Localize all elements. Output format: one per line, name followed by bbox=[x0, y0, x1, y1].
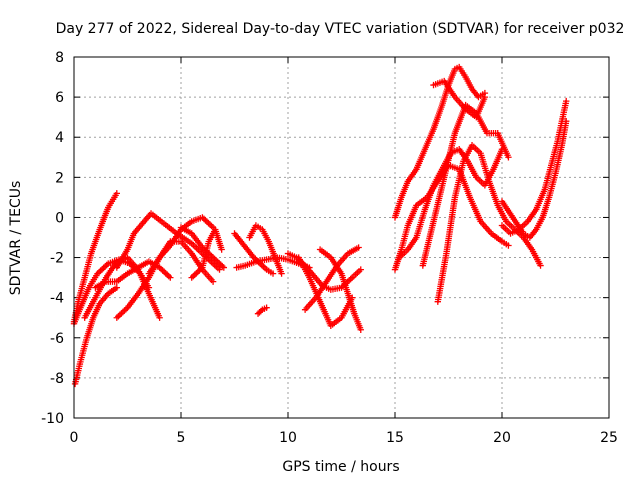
series-s13 bbox=[246, 222, 285, 277]
series-s19 bbox=[391, 63, 489, 221]
y-tick-label: -8 bbox=[50, 371, 64, 387]
plot-frame bbox=[73, 56, 610, 419]
y-axis-label: SDTVAR / TECUs bbox=[8, 181, 24, 296]
x-tick-labels: 0 5 10 15 20 25 bbox=[70, 430, 618, 446]
data-point bbox=[563, 117, 570, 125]
data-point bbox=[505, 242, 512, 249]
x-tick-label: 10 bbox=[279, 430, 297, 446]
series-s18 bbox=[301, 244, 362, 313]
x-tick-label: 0 bbox=[70, 430, 79, 446]
y-tick-label: -4 bbox=[50, 291, 64, 307]
data-point bbox=[355, 244, 362, 251]
series-s14 bbox=[254, 304, 270, 317]
data-point bbox=[113, 284, 120, 291]
data-point bbox=[537, 262, 544, 269]
data-point bbox=[357, 266, 364, 273]
y-tick-label: 6 bbox=[55, 90, 64, 106]
data-point bbox=[278, 270, 285, 277]
y-tick-label: -10 bbox=[41, 411, 64, 427]
y-tick-label: 4 bbox=[55, 130, 64, 146]
y-tick-label: 2 bbox=[55, 170, 64, 186]
y-tick-label: 0 bbox=[55, 210, 64, 226]
y-tick-label: -6 bbox=[50, 331, 64, 347]
data-point bbox=[505, 154, 512, 161]
series-s10 bbox=[188, 226, 225, 281]
data-point bbox=[209, 278, 217, 285]
x-axis-label: GPS time / hours bbox=[282, 459, 399, 475]
data-point bbox=[156, 314, 163, 321]
grid bbox=[74, 57, 609, 418]
data-point bbox=[481, 93, 489, 101]
series-s9 bbox=[177, 224, 227, 271]
data-point bbox=[257, 307, 265, 315]
data-point bbox=[357, 326, 364, 333]
x-tick-label: 25 bbox=[600, 430, 618, 446]
data-point bbox=[498, 146, 506, 153]
series-s16 bbox=[295, 254, 356, 329]
data-point bbox=[269, 270, 277, 277]
x-tick-label: 20 bbox=[493, 430, 511, 446]
series-s23 bbox=[396, 146, 506, 261]
data-point bbox=[263, 304, 270, 311]
data-point bbox=[218, 246, 225, 253]
data-point bbox=[216, 266, 223, 273]
chart-title: Day 277 of 2022, Sidereal Day-to-day VTE… bbox=[56, 21, 625, 37]
x-tick-label: 5 bbox=[177, 430, 186, 446]
y-tick-label: 8 bbox=[55, 50, 64, 66]
data-point bbox=[167, 274, 174, 281]
series-s7 bbox=[113, 210, 223, 273]
series-s25 bbox=[498, 117, 570, 241]
data-points bbox=[70, 63, 570, 388]
data-point bbox=[220, 264, 227, 271]
data-point bbox=[113, 190, 120, 197]
series-s26 bbox=[430, 77, 489, 121]
y-tick-labels: -10 -8 -6 -4 -2 0 2 4 6 8 bbox=[41, 50, 64, 427]
y-tick-label: -2 bbox=[50, 251, 64, 267]
data-point bbox=[563, 97, 570, 105]
x-tick-label: 15 bbox=[386, 430, 404, 446]
